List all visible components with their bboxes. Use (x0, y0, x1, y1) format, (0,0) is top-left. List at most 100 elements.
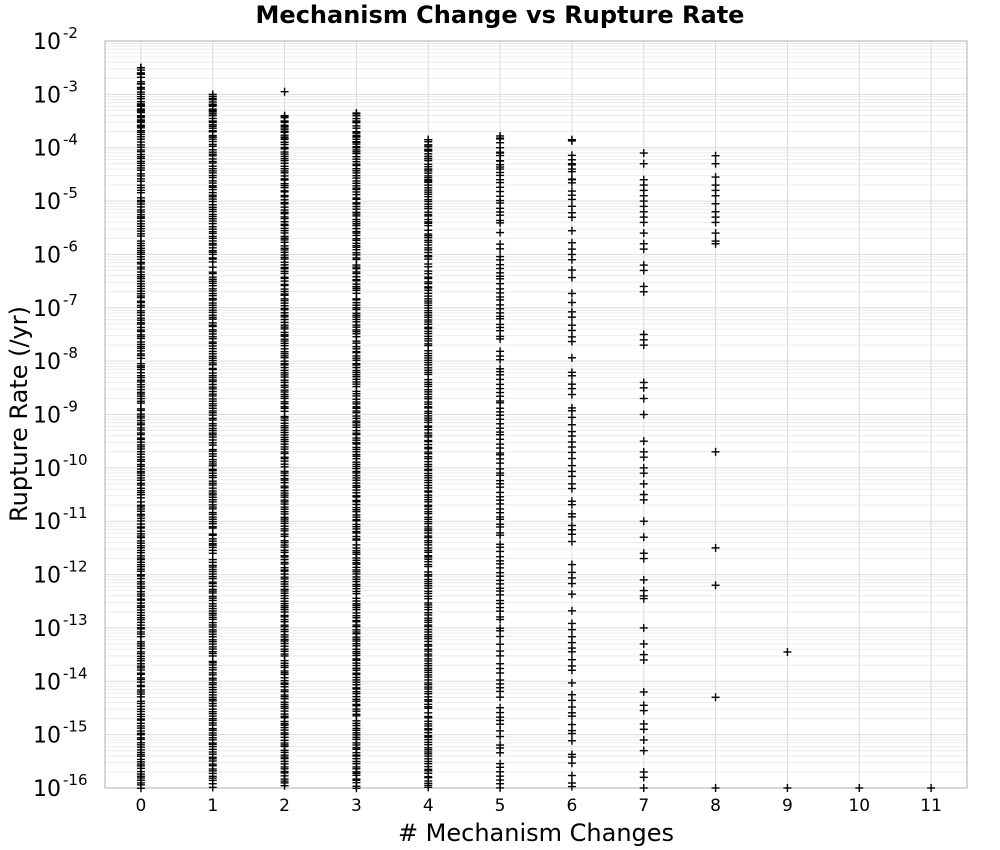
data-point (639, 394, 648, 403)
chart-title: Mechanism Change vs Rupture Rate (256, 1, 745, 29)
y-tick-labels: 10-210-310-410-510-610-710-810-910 -1010-… (33, 24, 88, 802)
data-point (567, 537, 576, 546)
y-tick-base: 10 (33, 404, 61, 429)
data-point (567, 509, 576, 518)
data-point (567, 167, 576, 176)
y-tick-exponent: -11 (63, 504, 88, 522)
data-point (639, 687, 648, 696)
data-point (567, 273, 576, 282)
data-point (567, 289, 576, 298)
y-tick-base: 10 (33, 243, 61, 268)
data-point (567, 655, 576, 664)
data-point (496, 647, 505, 656)
data-point (567, 380, 576, 389)
data-point (639, 149, 648, 158)
y-tick-base: 10 (33, 564, 61, 589)
data-point (711, 159, 720, 168)
data-point (639, 469, 648, 478)
data-point (639, 266, 648, 275)
data-point (567, 619, 576, 628)
data-point (639, 575, 648, 584)
data-point (711, 151, 720, 160)
y-tick-label: 10 -6 (33, 237, 78, 268)
data-point (711, 784, 720, 792)
data-point (567, 497, 576, 506)
data-point (496, 676, 505, 685)
data-point (280, 112, 289, 121)
x-axis-label: # Mechanism Changes (398, 819, 674, 847)
x-tick-label: 10 (848, 796, 870, 816)
data-point (639, 517, 648, 526)
grid (105, 40, 967, 789)
data-point (136, 63, 145, 72)
data-point (567, 678, 576, 687)
y-tick-exponent: -7 (63, 291, 78, 309)
y-tick-base: 10 (33, 724, 61, 749)
y-tick-label: 10 -13 (33, 611, 88, 642)
data-point (567, 690, 576, 699)
data-point (711, 173, 720, 182)
y-tick-exponent: -2 (63, 24, 78, 42)
y-tick-exponent: -4 (63, 131, 78, 149)
y-tick-label: 10 -4 (33, 131, 78, 162)
data-point (639, 341, 648, 350)
data-point (567, 606, 576, 615)
data-point (639, 229, 648, 238)
data-point (927, 784, 936, 792)
data-point (639, 453, 648, 462)
data-point (496, 741, 505, 750)
y-tick-label: 10 -14 (33, 664, 88, 695)
data-point (711, 239, 720, 248)
y-tick-base: 10 (33, 190, 61, 215)
data-point (567, 353, 576, 362)
x-tick-labels: 0 1 2 3 4 5 6 7 8 9 10 11 (136, 796, 942, 816)
data-point (567, 151, 576, 160)
y-tick-label: 10 -10 (33, 451, 88, 482)
data-point (567, 779, 576, 788)
y-tick-base: 10 (33, 457, 61, 482)
data-point (567, 226, 576, 235)
data-point (567, 266, 576, 275)
y-tick-exponent: -5 (63, 184, 78, 202)
x-tick-label: 0 (136, 796, 147, 816)
plot-frame (104, 40, 968, 789)
data-point (639, 725, 648, 734)
data-point (639, 287, 648, 296)
data-point (639, 706, 648, 715)
data-point (567, 461, 576, 470)
data-point (567, 427, 576, 436)
y-tick-base: 10 (33, 83, 61, 108)
data-point (567, 298, 576, 307)
y-tick-label: 10 -5 (33, 184, 78, 215)
y-tick-base: 10 (33, 670, 61, 695)
y-tick-exponent: -15 (63, 718, 88, 736)
data-point (711, 191, 720, 200)
data-point (496, 759, 505, 768)
y-tick-exponent: -16 (63, 771, 88, 789)
x-tick-label: 9 (782, 796, 793, 816)
y-tick-base: 10 (33, 617, 61, 642)
data-point (639, 533, 648, 542)
data-point (639, 479, 648, 488)
data-point (567, 720, 576, 729)
data-point (496, 659, 505, 668)
data-point (567, 420, 576, 429)
x-tick-label: 6 (567, 796, 578, 816)
data-point (567, 521, 576, 530)
data-point (496, 228, 505, 237)
data-point (567, 175, 576, 184)
data-point (567, 321, 576, 330)
data-point (496, 540, 505, 549)
data-point (496, 252, 505, 261)
data-point (639, 594, 648, 603)
data-point (639, 383, 648, 392)
data-point (639, 655, 648, 664)
data-point (496, 726, 505, 735)
data-point (783, 784, 792, 792)
data-point (567, 750, 576, 759)
data-point (639, 245, 648, 254)
data-point (496, 134, 505, 143)
y-tick-label: 10 -2 (33, 24, 78, 55)
data-point (639, 746, 648, 755)
